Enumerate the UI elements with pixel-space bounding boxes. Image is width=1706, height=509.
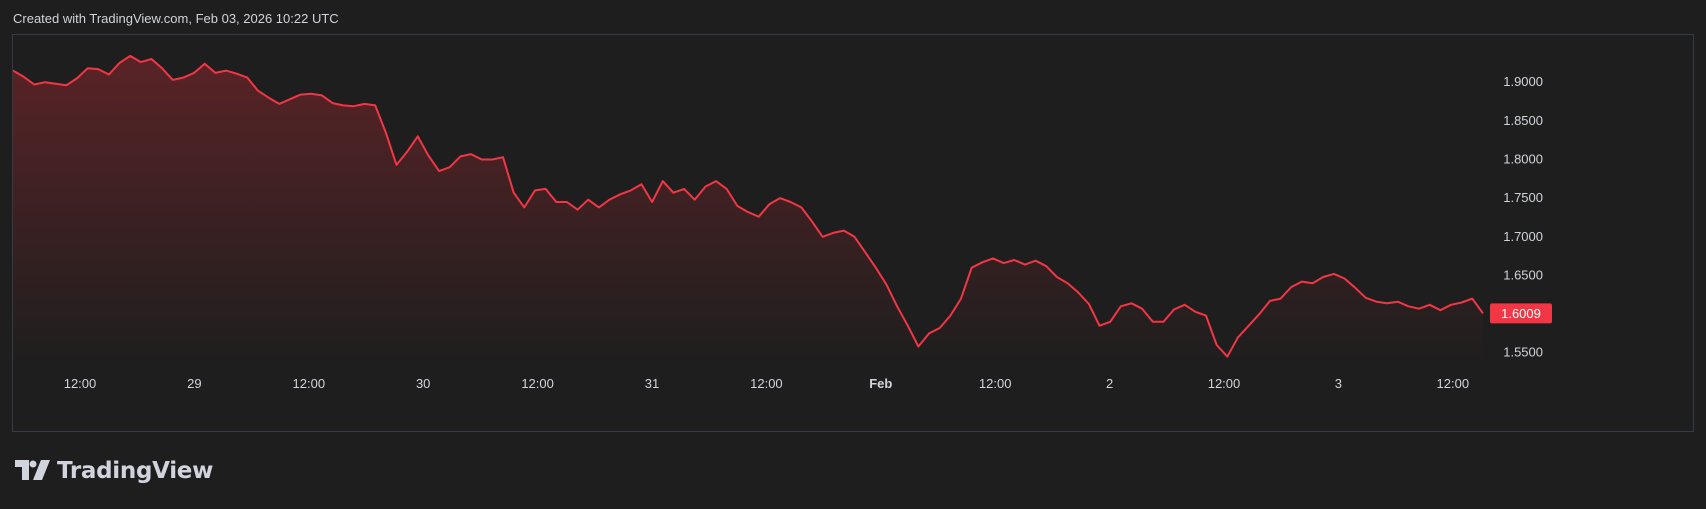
logo-text: TradingView (57, 458, 214, 484)
price-area-fill (13, 55, 1483, 366)
attribution-text: Created with TradingView.com, Feb 03, 20… (13, 11, 339, 26)
y-tick-label: 1.5500 (1503, 345, 1543, 360)
y-tick-label: 1.7500 (1503, 190, 1543, 205)
x-tick-label: 12:00 (64, 376, 97, 391)
x-tick-label: 30 (416, 376, 430, 391)
x-tick-label: 29 (187, 376, 201, 391)
last-price-label: 1.6009 (1501, 306, 1541, 321)
x-tick-label: Feb (869, 376, 892, 391)
x-tick-label: 3 (1335, 376, 1342, 391)
x-tick-label: 31 (645, 376, 659, 391)
x-tick-label: 2 (1106, 376, 1113, 391)
price-chart[interactable]: 1.9000 1.8500 1.8000 1.7500 1.7000 1.6500 1.60… (13, 35, 1695, 433)
x-tick-label: 12:00 (1208, 376, 1241, 391)
x-tick-label: 12:00 (293, 376, 326, 391)
chart-frame[interactable]: 1.9000 1.8500 1.8000 1.7500 1.7000 1.6500 1.60… (12, 34, 1694, 432)
y-tick-label: 1.8000 (1503, 152, 1543, 167)
x-tick-label: 12:00 (750, 376, 783, 391)
tradingview-logo[interactable]: TradingView (15, 458, 213, 484)
x-tick-label: 12:00 (1437, 376, 1470, 391)
x-tick-label: 12:00 (979, 376, 1012, 391)
y-tick-label: 1.6500 (1503, 267, 1543, 282)
x-tick-label: 12:00 (521, 376, 554, 391)
tradingview-logo-icon (15, 460, 50, 480)
y-tick-label: 1.9000 (1503, 74, 1543, 89)
last-price-badge (1490, 303, 1552, 324)
y-tick-label: 1.8500 (1503, 113, 1543, 128)
y-tick-label: 1.7000 (1503, 229, 1543, 244)
